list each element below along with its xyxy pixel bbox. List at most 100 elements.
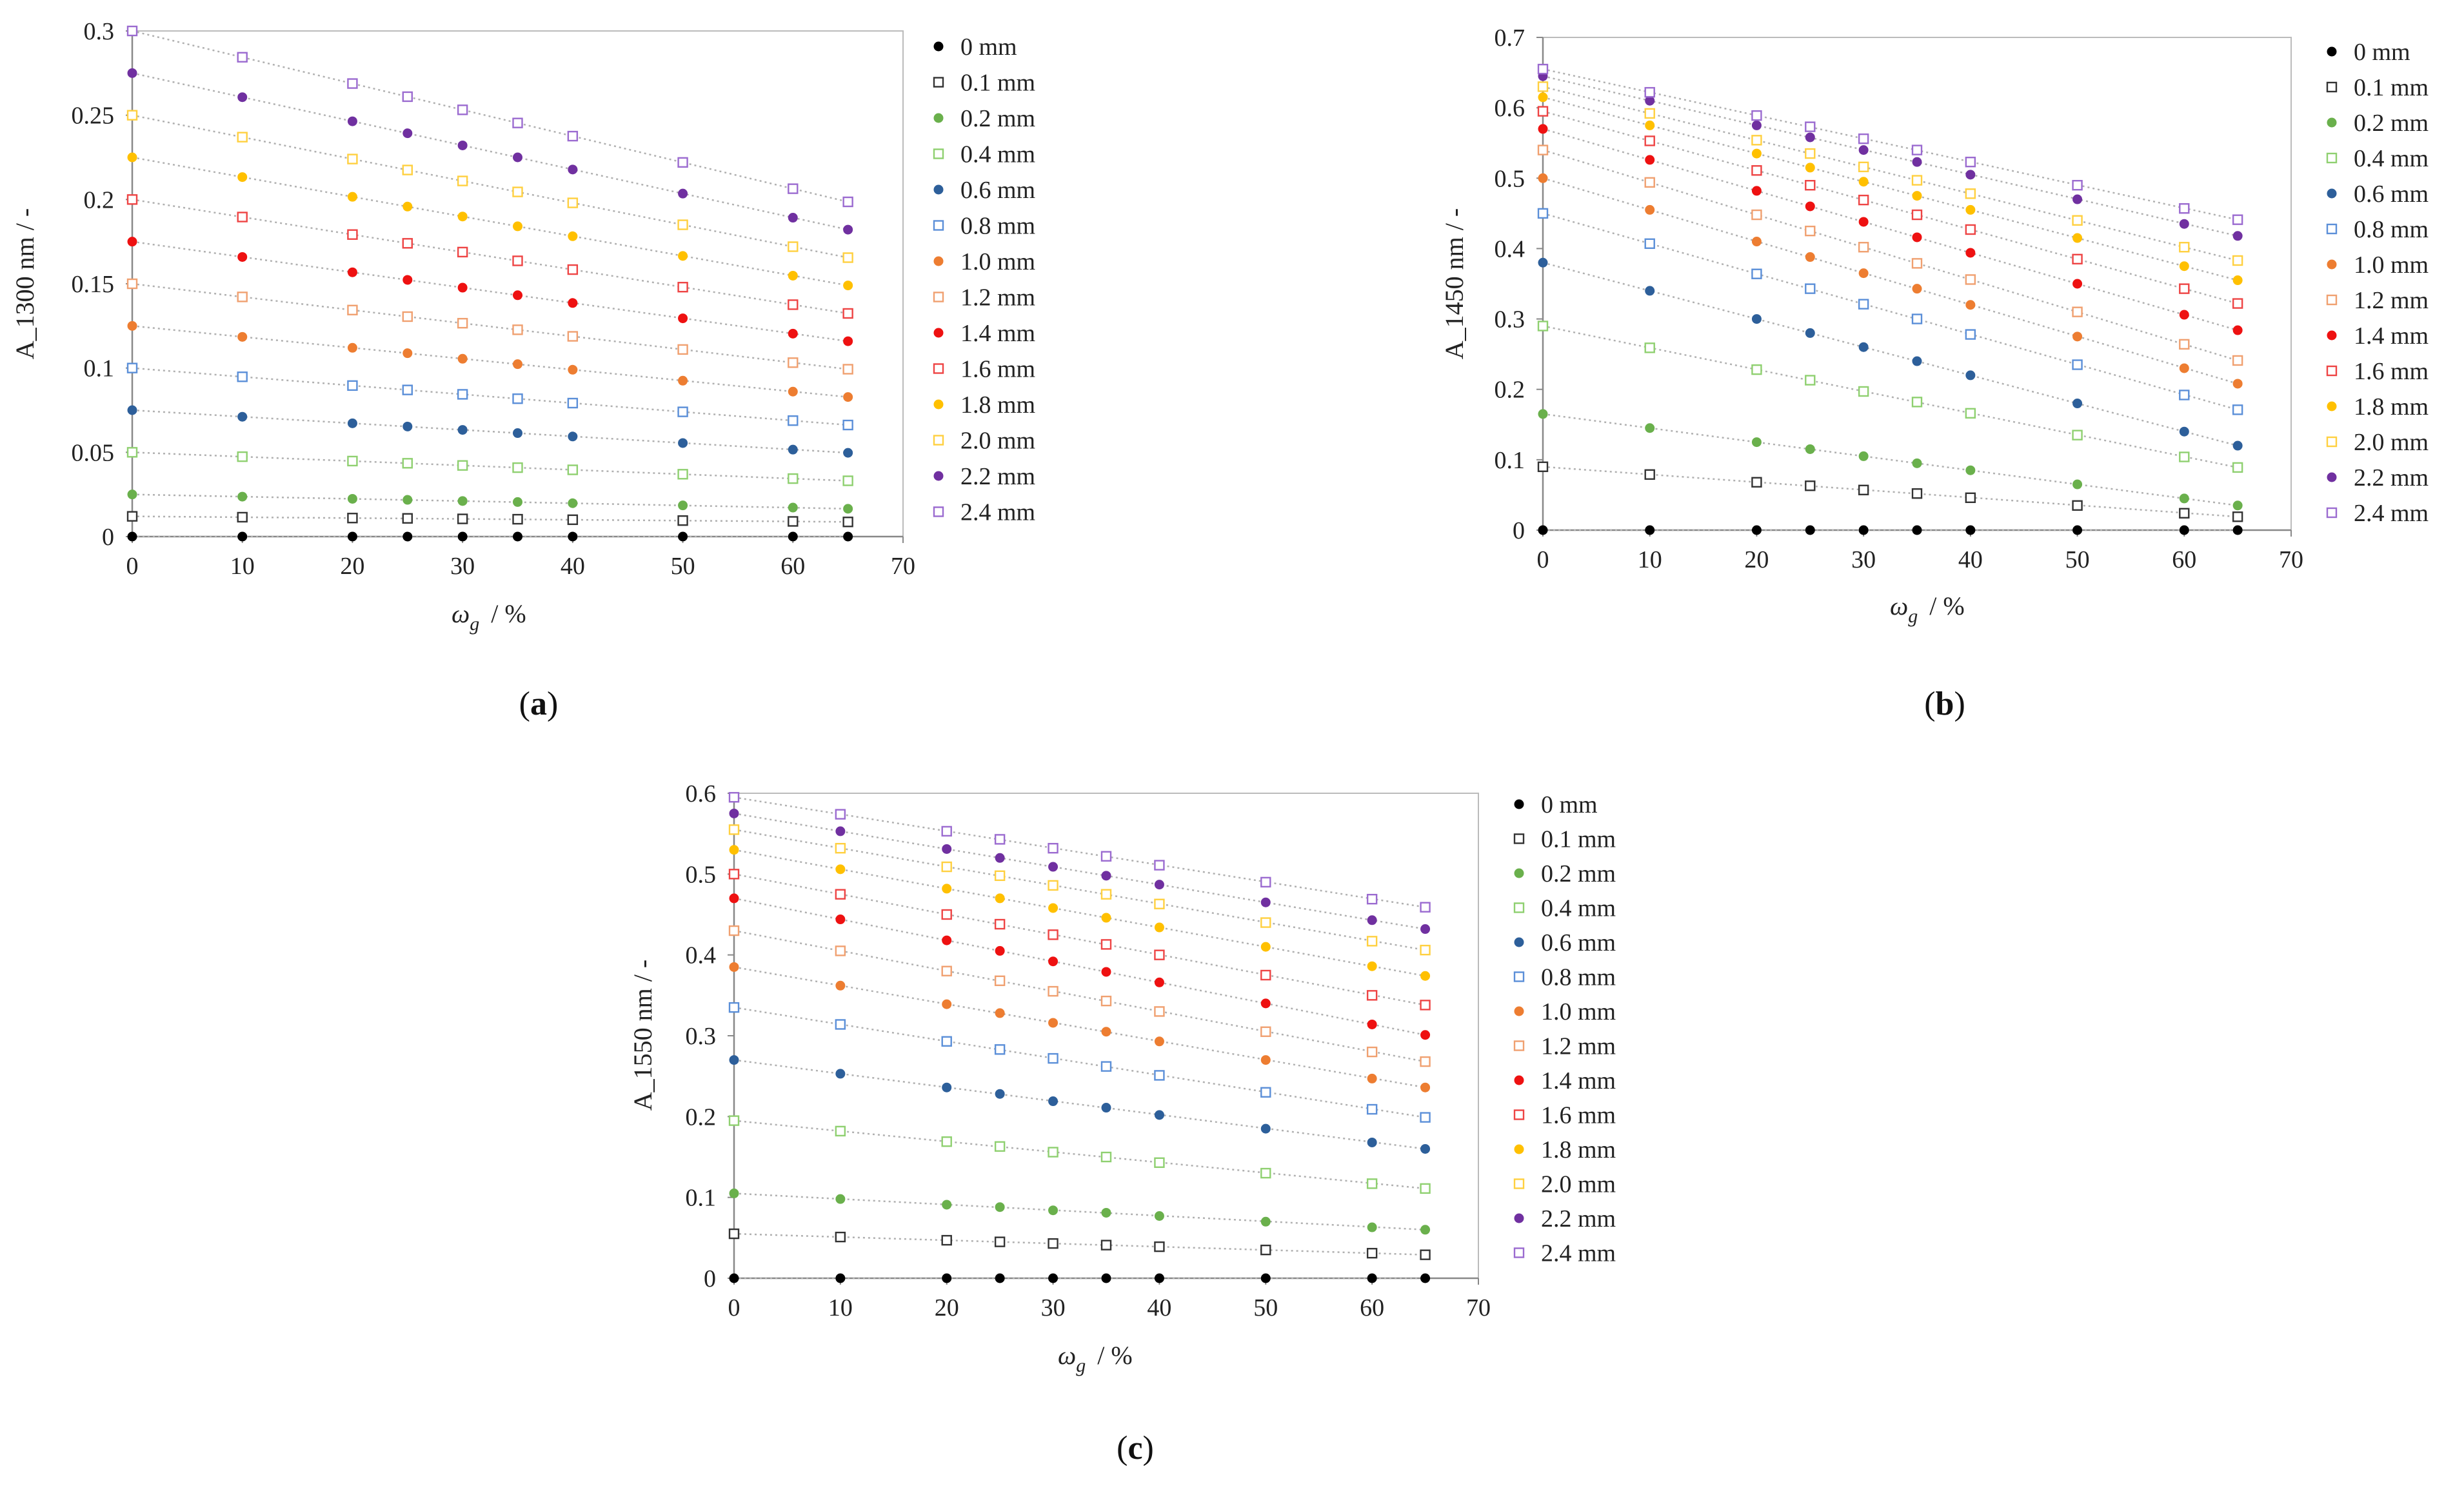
data-point <box>842 196 853 208</box>
legend-marker <box>2326 507 2338 519</box>
data-point <box>1260 1167 1271 1179</box>
data-point <box>842 252 853 263</box>
data-point <box>347 116 357 126</box>
data-point <box>127 152 137 163</box>
data-point <box>1366 990 1378 1001</box>
data-point <box>788 415 799 426</box>
legend-label: 0.2 mm <box>2354 110 2429 137</box>
legend-label: 1.4 mm <box>1541 1067 1616 1094</box>
trend-line <box>132 199 848 315</box>
panel-label: (c) <box>1117 1430 1154 1467</box>
legend-marker <box>1513 1247 1525 1258</box>
trend-line <box>733 1232 1426 1256</box>
legend-marker <box>933 363 944 374</box>
series-0.6-mm <box>1538 257 2243 451</box>
data-point <box>1805 180 1816 191</box>
y-tick-label: 0 <box>1513 517 1525 544</box>
series-0-mm <box>127 531 853 542</box>
data-point <box>1965 408 1976 419</box>
series-1.2-mm <box>126 278 853 375</box>
y-axis-label: A_1300 nm / - <box>10 208 39 359</box>
panel-label: (b) <box>1924 686 1965 722</box>
data-point <box>457 531 468 542</box>
series-1.6-mm <box>126 194 853 319</box>
y-tick-label: 0.05 <box>72 439 115 466</box>
trend-line <box>1542 413 2238 507</box>
data-point <box>568 531 578 542</box>
data-point <box>457 425 468 435</box>
data-point <box>2232 214 2243 225</box>
legend-marker <box>933 184 944 195</box>
data-point <box>567 331 579 342</box>
data-point <box>237 172 248 183</box>
legend-label: 1.2 mm <box>960 284 1035 311</box>
x-tick-label: 20 <box>935 1294 959 1321</box>
data-point <box>1751 437 1762 448</box>
data-point <box>2072 500 2083 511</box>
legend-marker <box>1514 799 1524 809</box>
data-point <box>1965 370 1976 381</box>
data-point <box>1367 1273 1377 1283</box>
data-point <box>788 473 799 484</box>
data-point <box>842 308 853 319</box>
data-point <box>402 384 413 395</box>
y-tick-label: 0.4 <box>686 942 717 969</box>
legend-marker <box>2327 259 2337 270</box>
data-point <box>2072 306 2083 317</box>
series-0.8-mm <box>728 1002 1431 1123</box>
x-tick-label: 10 <box>828 1294 853 1321</box>
legend-label: 0.1 mm <box>2354 74 2429 101</box>
data-point <box>1100 939 1112 950</box>
x-tick-label: 30 <box>450 553 475 580</box>
data-point <box>1154 880 1164 890</box>
legend-marker <box>1513 1040 1525 1051</box>
data-point <box>729 1055 739 1065</box>
x-tick-label: 20 <box>1744 546 1769 573</box>
data-point <box>2072 279 2083 289</box>
data-point <box>1644 108 1655 119</box>
data-point <box>347 455 358 467</box>
data-point <box>1858 194 1869 206</box>
trend-line <box>132 72 848 231</box>
data-point <box>457 317 468 329</box>
data-point <box>126 278 138 290</box>
x-tick-label: 70 <box>2279 546 2303 573</box>
data-point <box>1260 1244 1271 1256</box>
data-point <box>678 251 688 261</box>
data-point <box>2072 215 2083 226</box>
data-point <box>1911 175 1923 186</box>
data-point <box>1048 929 1058 940</box>
data-point <box>1154 1241 1165 1252</box>
data-point <box>2232 298 2243 309</box>
data-point <box>402 201 413 212</box>
legend-marker <box>2327 472 2337 482</box>
data-point <box>788 386 798 397</box>
data-point <box>1751 477 1762 488</box>
data-point <box>1965 465 1976 475</box>
data-point <box>1858 242 1869 253</box>
data-point <box>237 411 248 422</box>
data-point <box>1912 356 1922 366</box>
data-point <box>843 531 853 542</box>
series-2.0-mm <box>126 110 853 263</box>
data-point <box>1858 217 1869 227</box>
data-point <box>1366 1247 1378 1259</box>
data-point <box>728 869 740 880</box>
data-point <box>1537 106 1549 117</box>
data-point <box>835 889 846 900</box>
data-point <box>1367 961 1377 971</box>
legend-label: 1.0 mm <box>2354 252 2429 279</box>
data-point <box>126 110 138 121</box>
data-point <box>237 252 248 262</box>
trend-line <box>733 1006 1426 1118</box>
legend-marker <box>2327 188 2337 199</box>
legend-label: 0.6 mm <box>1541 929 1616 956</box>
data-point <box>2072 399 2083 409</box>
data-point <box>127 405 137 415</box>
legend-marker <box>1514 937 1524 947</box>
data-point <box>835 1194 846 1204</box>
data-point <box>1154 1273 1164 1283</box>
trend-line <box>132 282 848 370</box>
legend: 0 mm 0.1 mm 0.2 mm 0.4 mm 0.6 mm 0.8 mm 1.0 mm… <box>933 34 1035 526</box>
trend-line <box>1542 177 2238 385</box>
